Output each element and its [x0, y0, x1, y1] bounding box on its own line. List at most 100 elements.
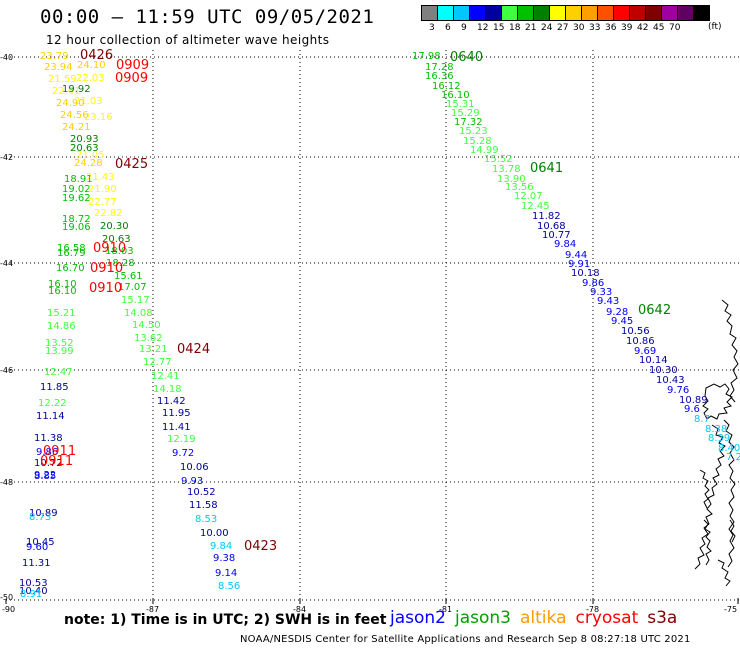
pass-id-label: 0426: [80, 48, 113, 63]
swh-value: 11.14: [36, 411, 65, 422]
swh-value: 9.60: [26, 542, 48, 553]
swh-value: 22.61: [52, 86, 81, 97]
swh-value: 16.12: [432, 81, 461, 92]
swh-value: 14.50: [132, 320, 161, 331]
swh-value: 10.40: [19, 586, 48, 597]
scale-label: 18: [509, 23, 521, 33]
lon-label: -84: [293, 605, 306, 614]
swh-value: 10.86: [626, 336, 655, 347]
swh-value: 15.61: [114, 271, 143, 282]
swh-value: 19.92: [62, 84, 91, 95]
swh-value: 10.56: [621, 326, 650, 337]
swh-value: 19.02: [62, 184, 91, 195]
swh-value: 8.56: [218, 581, 240, 592]
legend-s3a: s3a: [647, 608, 678, 628]
swh-value: 24.90: [56, 98, 85, 109]
swh-value: 9.76: [667, 385, 689, 396]
swh-value: 22.03: [76, 73, 105, 84]
pass-id-label: 0641: [530, 161, 563, 176]
lon-label: -90: [2, 605, 15, 614]
map-subtitle: 12 hour collection of altimeter wave hei…: [46, 33, 330, 47]
scale-label: 33: [589, 23, 601, 33]
scale-swatch: 33: [581, 5, 600, 33]
swh-value: 9.93: [181, 476, 203, 487]
swh-value: 16.58: [57, 243, 86, 254]
swh-value: 9.84: [554, 239, 576, 250]
swh-value: 12.77: [143, 357, 172, 368]
swh-value: 12.45: [521, 201, 550, 212]
swh-value: 18.28: [106, 258, 135, 269]
swh-value: 23.94: [44, 62, 73, 73]
scale-swatch: 9: [453, 5, 470, 33]
axis-labels: -40 -42 -44 -46 -48 -50 -90 -87 -84 -81 …: [0, 53, 737, 614]
scale-label: 21: [525, 23, 537, 33]
swh-value: 10.30: [649, 365, 678, 376]
swh-value: 9.86: [582, 278, 604, 289]
swh-value: 9.14: [215, 568, 237, 579]
footer-credit: NOAA/NESDIS Center for Satellite Applica…: [240, 634, 691, 645]
swh-value: 8.34: [0, 0, 22, 3]
swh-value: 17.28: [425, 62, 454, 73]
swh-value: 9.6: [684, 404, 700, 415]
swh-value: 8.40: [718, 443, 740, 454]
pass-id-label: 0423: [244, 539, 277, 554]
pass-id-label: 0910: [93, 241, 126, 256]
pass-id-label: 0424: [177, 342, 210, 357]
scale-label: 3: [429, 23, 435, 33]
lon-label: -81: [439, 605, 452, 614]
scale-label: 12: [477, 23, 489, 33]
swh-value: 16.70: [56, 263, 85, 274]
swh-value: 8.91: [20, 589, 42, 600]
swh-value: 24.10: [77, 60, 106, 71]
swh-value: 15.52: [484, 154, 513, 165]
swh-value: 17.07: [118, 282, 147, 293]
scale-swatch: [693, 5, 710, 21]
pass-id-label: 0911: [40, 454, 73, 469]
swh-value: 13.78: [492, 164, 521, 175]
lon-label: -75: [724, 605, 737, 614]
swh-value: 20.63: [102, 234, 131, 245]
swh-value: 13.21: [139, 344, 168, 355]
pass-id-label: 0642: [638, 303, 671, 318]
swh-value: 8.38: [705, 424, 727, 435]
swh-value: 19.62: [62, 193, 91, 204]
scale-swatch: [677, 5, 694, 21]
scale-swatch: 30: [565, 5, 584, 33]
lat-label: -40: [0, 53, 13, 62]
bottom-ticks: [5, 598, 739, 604]
swh-value: 22.77: [88, 197, 117, 208]
swh-value: 15.21: [47, 308, 76, 319]
swh-value: 11.38: [34, 433, 63, 444]
swh-value: 10.89: [679, 395, 708, 406]
scale-label: 6: [445, 23, 451, 33]
scale-swatch: 70: [661, 5, 680, 33]
swh-value: 10.18: [571, 268, 600, 279]
swh-value: 15.29: [451, 108, 480, 119]
swh-value: 12.22: [38, 398, 67, 409]
scale-label: 39: [621, 23, 633, 33]
satellite-legend: jason2 jason3 altika cryosat s3a: [390, 608, 686, 628]
swh-value: 10.89: [29, 508, 58, 519]
swh-value: 9.43: [597, 296, 619, 307]
swh-value: 11.41: [162, 422, 191, 433]
swh-value: 14.18: [153, 384, 182, 395]
scale-unit: (ft): [708, 22, 722, 32]
swh-value: 9.33: [590, 287, 612, 298]
scale-swatch: 39: [613, 5, 632, 33]
pass-id-label: 0640: [450, 50, 483, 65]
scale-swatch: 12: [469, 5, 488, 33]
swh-value: 12.19: [167, 434, 196, 445]
swh-value: 13.99: [45, 346, 74, 357]
swh-value: 16.10: [48, 286, 77, 297]
swh-value: 16.10: [441, 90, 470, 101]
scale-label: 27: [557, 23, 569, 33]
swh-value: 12.07: [514, 191, 543, 202]
swh-value: 14.99: [470, 145, 499, 156]
swh-value: 12.41: [151, 371, 180, 382]
swh-value: 10.77: [542, 230, 571, 241]
swh-value: 16.10: [48, 279, 77, 290]
lat-label: -46: [0, 366, 13, 375]
swh-value: 14.86: [47, 321, 76, 332]
swh-value: 24.56: [60, 110, 89, 121]
swh-value: 10.72: [34, 458, 63, 469]
